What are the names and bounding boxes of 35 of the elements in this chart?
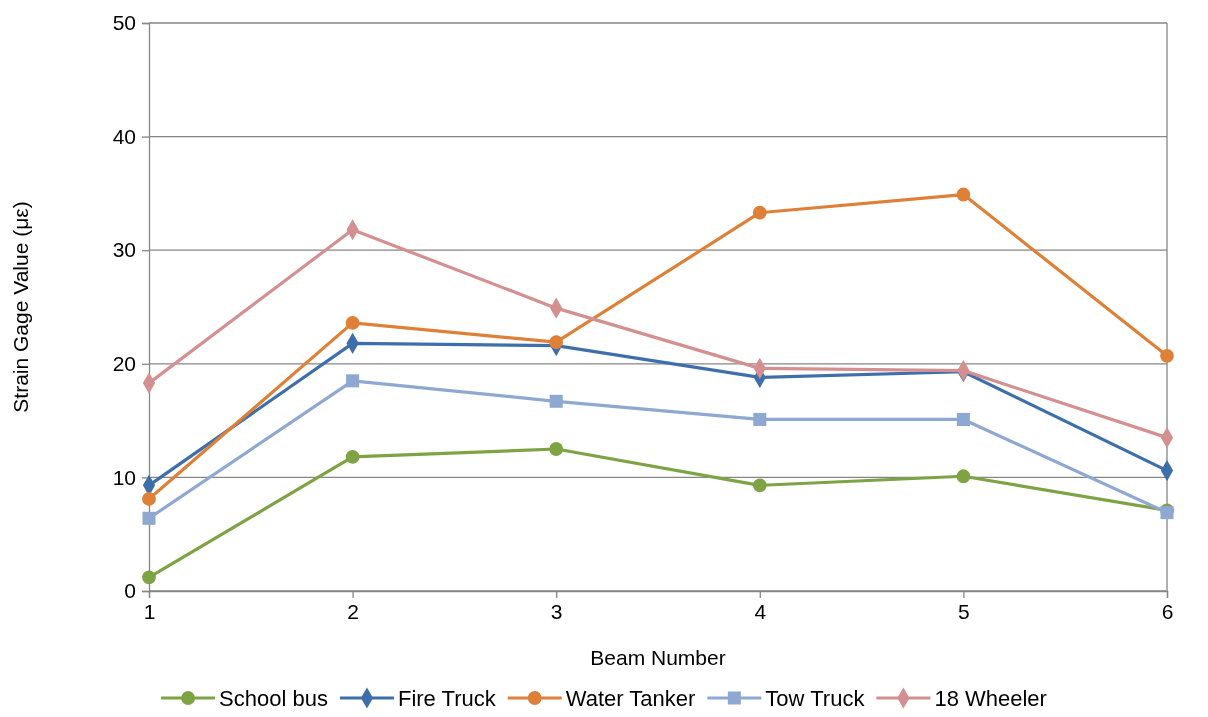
y-tick-label: 10 bbox=[112, 465, 136, 489]
point bbox=[753, 412, 767, 426]
y-tick-label: 20 bbox=[112, 352, 136, 376]
point bbox=[345, 316, 360, 330]
x-tick-label: 3 bbox=[550, 599, 563, 623]
x-tick-label: 4 bbox=[754, 599, 767, 623]
point bbox=[142, 492, 156, 506]
point bbox=[346, 374, 360, 388]
y-tick-label: 0 bbox=[124, 579, 136, 603]
point bbox=[956, 469, 971, 484]
point bbox=[549, 442, 564, 456]
point bbox=[142, 570, 156, 585]
y-tick-label: 40 bbox=[112, 124, 136, 148]
y-tick-label: 30 bbox=[112, 238, 136, 262]
point bbox=[549, 394, 563, 408]
x-tick-label: 5 bbox=[958, 599, 970, 623]
point bbox=[752, 205, 767, 220]
y-tick-label: 50 bbox=[112, 11, 136, 35]
legend-label: School bus bbox=[219, 686, 328, 711]
x-tick-label: 6 bbox=[1161, 599, 1174, 623]
point bbox=[956, 187, 971, 202]
point bbox=[549, 335, 564, 350]
legend-label: Tow Truck bbox=[765, 686, 866, 711]
y-axis-title: Strain Gage Value (με) bbox=[9, 201, 32, 413]
x-tick-label: 1 bbox=[143, 599, 156, 623]
legend-label: 18 Wheeler bbox=[934, 686, 1047, 711]
point bbox=[345, 450, 360, 464]
point bbox=[752, 478, 767, 493]
point bbox=[956, 412, 970, 426]
x-tick-label: 2 bbox=[347, 599, 359, 623]
legend-label: Water Tanker bbox=[565, 686, 696, 711]
x-axis-title: Beam Number bbox=[590, 646, 726, 669]
point bbox=[1160, 348, 1174, 363]
legend-label: Fire Truck bbox=[397, 686, 497, 711]
point bbox=[142, 511, 156, 525]
